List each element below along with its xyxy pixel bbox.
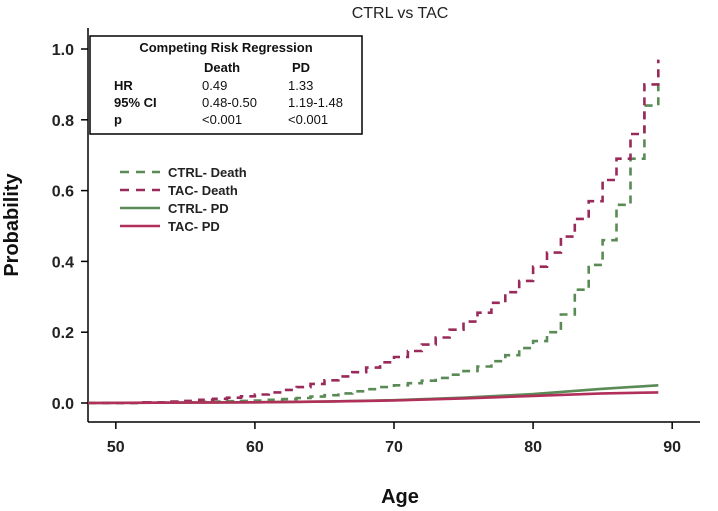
y-axis-title: Probability	[1, 172, 23, 276]
legend-label-tac-pd: TAC- PD	[168, 219, 220, 234]
x-ticks: 50 60 70 80 90	[107, 422, 681, 456]
crr-cell-death: 0.48-0.50	[202, 95, 257, 110]
x-axis-title: Age	[381, 486, 419, 508]
series-line-tac-pd	[87, 391, 659, 405]
crr-cell-death: 0.49	[202, 78, 227, 93]
legend-label-tac-death: TAC- Death	[168, 183, 238, 198]
crr-row-label: HR	[114, 78, 133, 93]
crr-box-frame	[89, 35, 363, 135]
chart-title: CTRL vs TAC	[352, 5, 449, 22]
legend: CTRL- Death TAC- Death CTRL- PD TAC- PD	[120, 165, 247, 234]
crr-cell-pd: 1.19-1.48	[288, 95, 343, 110]
x-tick-label: 70	[385, 439, 403, 456]
x-tick-label: 50	[107, 439, 125, 456]
y-tick-label: 0.8	[52, 113, 74, 130]
legend-label-ctrl-pd: CTRL- PD	[168, 201, 229, 216]
crr-col-pd: PD	[292, 60, 310, 75]
y-tick-label: 0.0	[52, 396, 74, 413]
series-line-tac-death	[88, 59, 660, 405]
crr-title: Competing Risk Regression	[139, 40, 312, 55]
legend-label-ctrl-death: CTRL- Death	[168, 165, 247, 180]
crr-row-label: p	[114, 112, 122, 127]
crr-cell-pd: 1.33	[288, 78, 313, 93]
x-tick-label: 60	[246, 439, 264, 456]
y-tick-label: 0.2	[52, 325, 74, 342]
y-tick-label: 0.4	[52, 254, 74, 271]
crr-cell-pd: <0.001	[288, 112, 328, 127]
x-tick-label: 80	[524, 439, 542, 456]
y-ticks: 0.0 0.2 0.4 0.6 0.8 1.0	[52, 42, 88, 413]
crr-box: Competing Risk Regression Death PD HR 0.…	[89, 35, 363, 135]
series-layer	[87, 59, 660, 405]
crr-row-label: 95% CI	[114, 95, 157, 110]
series-line-ctrl-death	[88, 73, 660, 405]
x-tick-label: 90	[663, 439, 681, 456]
y-tick-label: 0.6	[52, 184, 74, 201]
crr-col-death: Death	[204, 60, 240, 75]
y-tick-label: 1.0	[52, 42, 74, 59]
crr-cell-death: <0.001	[202, 112, 242, 127]
